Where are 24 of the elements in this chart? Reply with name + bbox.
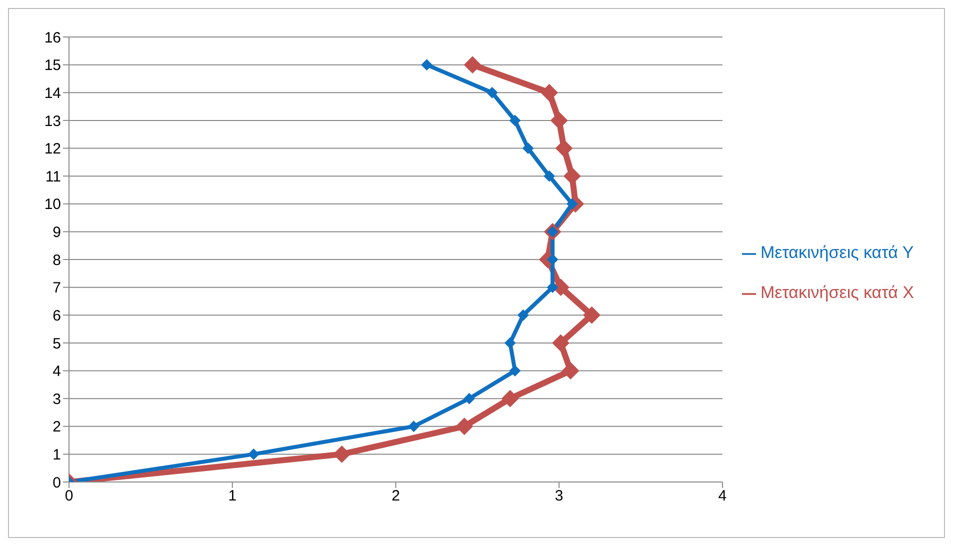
- y-tick-label: 6: [52, 307, 61, 324]
- x-tick-label: 2: [392, 488, 400, 505]
- y-tick-label: 0: [52, 474, 61, 492]
- x-tick-label: 1: [228, 488, 237, 505]
- x-tick-label: 4: [718, 488, 727, 505]
- y-tick-label: 1: [52, 446, 61, 464]
- legend-label: Μετακινήσεις κατά Χ: [760, 283, 914, 302]
- y-tick-label: 11: [45, 168, 61, 186]
- y-tick-label: 2: [52, 418, 61, 436]
- y-tick-label: 8: [52, 252, 61, 269]
- y-tick-label: 14: [44, 84, 61, 102]
- y-tick-label: 4: [52, 363, 61, 380]
- y-tick-label: 13: [44, 112, 61, 130]
- x-tick-label: 0: [64, 488, 74, 505]
- y-tick-label: 3: [52, 390, 61, 408]
- y-tick-label: 5: [52, 335, 61, 352]
- y-tick-label: 12: [44, 140, 61, 158]
- y-tick-label: 10: [44, 196, 61, 214]
- legend-label: Μετακινήσεις κατά Υ: [760, 243, 914, 262]
- y-tick-label: 7: [52, 280, 61, 297]
- x-tick-label: 3: [554, 488, 564, 505]
- y-tick-label: 16: [44, 29, 61, 46]
- y-tick-label: 15: [44, 57, 61, 74]
- y-tick-label: 9: [52, 224, 61, 242]
